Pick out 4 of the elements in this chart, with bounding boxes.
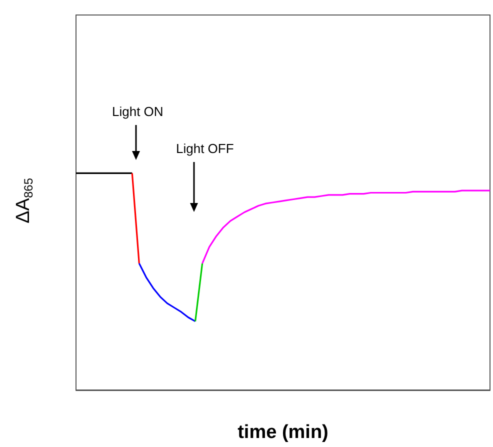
text: Light ON [112, 104, 164, 119]
x-axis-title: time (min) [238, 422, 328, 443]
y-axis-title: ΔA865 [13, 178, 36, 224]
text: Light OFF [176, 141, 234, 156]
